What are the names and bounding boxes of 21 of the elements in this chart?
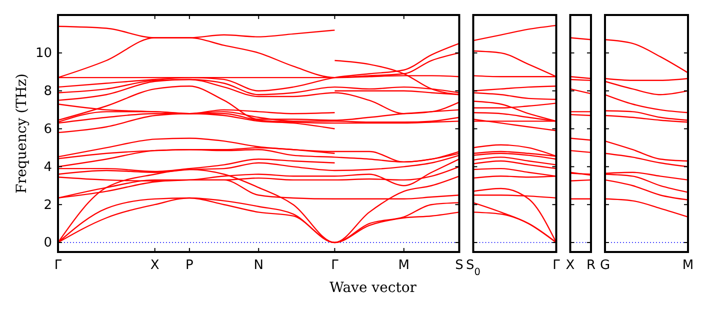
- y-tick-label: 4: [44, 160, 52, 175]
- x-tick-label: N: [254, 258, 264, 274]
- x-tick-label: Γ: [552, 258, 561, 274]
- x-tick-label: M: [682, 258, 694, 274]
- x-tick-label: X: [566, 258, 575, 274]
- y-axis-title: Frequency (THz): [14, 73, 30, 194]
- x-tick-label: S: [455, 258, 464, 274]
- y-tick-label: 6: [44, 122, 52, 137]
- x-tick-label: X: [150, 258, 160, 274]
- x-tick-label: S$_{0}$: [466, 258, 480, 278]
- y-tick-label: 0: [44, 236, 52, 251]
- y-tick-label: 2: [44, 198, 52, 213]
- x-tick-label: Γ: [331, 258, 340, 274]
- y-tick-label: 8: [44, 84, 52, 99]
- x-tick-label: G: [600, 258, 610, 274]
- x-tick-label: M: [398, 258, 410, 274]
- x-tick-label: P: [186, 258, 194, 274]
- x-axis-title: Wave vector: [330, 280, 417, 296]
- x-tick-label: Γ: [54, 258, 62, 274]
- x-tick-label: R: [586, 258, 596, 274]
- y-tick-label: 10: [35, 46, 52, 62]
